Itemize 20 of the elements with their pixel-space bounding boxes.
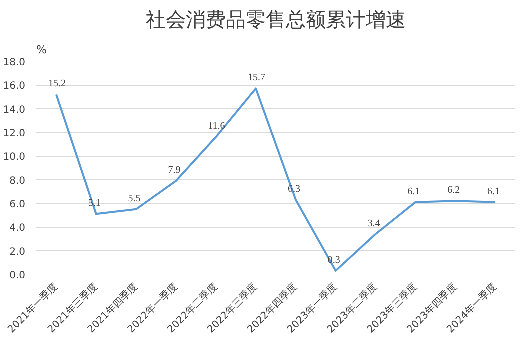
data-label: 6.1	[408, 186, 420, 198]
y-tick-label: 12.0	[3, 128, 26, 140]
y-tick-label: 4.0	[10, 223, 26, 234]
data-label: 7.9	[168, 165, 181, 176]
data-label: 5.5	[128, 193, 141, 204]
y-tick-label: 18.0	[3, 58, 26, 68]
data-label: 15.7	[248, 72, 266, 84]
data-label: 15.2	[48, 78, 66, 90]
y-tick-label: 0.0	[10, 270, 26, 282]
y-tick-label: 6.0	[10, 200, 26, 210]
chart-title: 社会消费品零售总额累计增速	[146, 8, 406, 32]
y-tick-label: 14.0	[3, 104, 26, 116]
y-tick-label: 16.0	[3, 81, 26, 92]
y-axis-title: %	[36, 44, 47, 56]
y-tick-label: 8.0	[10, 176, 26, 187]
y-tick-label: 2.0	[10, 246, 26, 258]
data-label: 3.4	[368, 218, 380, 230]
data-label: 6.1	[488, 186, 500, 198]
y-tick-label: 10.0	[3, 152, 26, 164]
data-label: 6.2	[448, 185, 460, 196]
